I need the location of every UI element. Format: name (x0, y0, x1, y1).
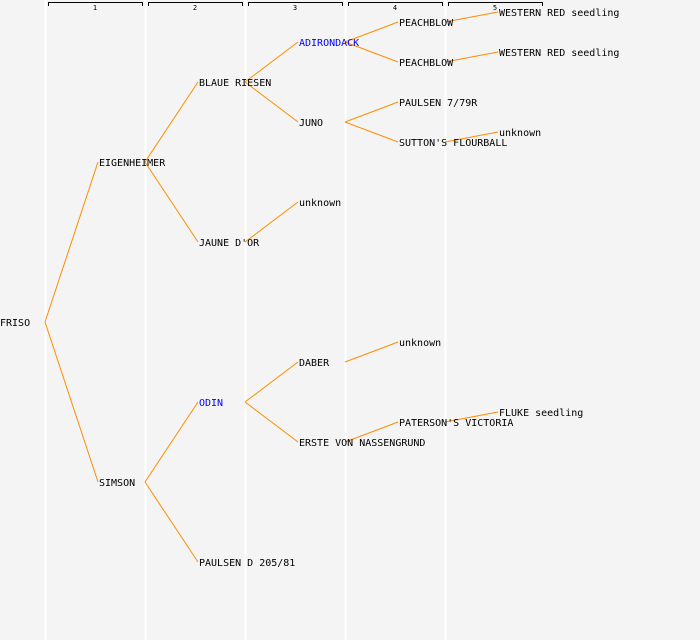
generation-bracket (48, 2, 143, 6)
parent-link (244, 41, 299, 83)
parent-link (444, 131, 499, 143)
parent-link (344, 421, 399, 443)
pedigree-node[interactable]: unknown (499, 128, 541, 139)
pedigree-node[interactable]: FRISO (0, 318, 30, 329)
pedigree-node[interactable]: ERSTE VON NASSENGRUND (299, 438, 425, 449)
pedigree-node[interactable]: PATERSON'S VICTORIA (399, 418, 513, 429)
pedigree-node[interactable]: JAUNE D'OR (199, 238, 260, 249)
links (44, 11, 499, 563)
parent-link (444, 11, 499, 23)
pedigree-node[interactable]: ODIN (199, 398, 223, 409)
generation-bracket (148, 2, 243, 6)
parent-link (144, 81, 199, 163)
pedigree-node[interactable]: DABER (299, 358, 330, 369)
pedigree-node[interactable]: BLAUE RIESEN (199, 78, 271, 89)
generation-headers: 1 2 3 4 5 (48, 2, 543, 12)
parent-link (44, 321, 99, 483)
parent-link (344, 41, 399, 63)
pedigree-node[interactable]: FLUKE seedling (499, 408, 583, 419)
pedigree-node[interactable]: WESTERN RED seedling (499, 48, 619, 59)
pedigree-node[interactable]: unknown (299, 198, 341, 209)
generation-label: 3 (293, 4, 297, 12)
pedigree-node[interactable]: JUNO (299, 118, 323, 129)
pedigree-node[interactable]: PAULSEN D 205/81 (199, 558, 295, 569)
nodes: FRISO EIGENHEIMER BLAUE RIESEN ADIRONDACK PE… (0, 8, 619, 569)
pedigree-node[interactable]: unknown (399, 338, 441, 349)
generation-label: 4 (393, 4, 397, 12)
pedigree-node[interactable]: PAULSEN 7/79R (399, 98, 478, 109)
pedigree-node[interactable]: SUTTON'S FLOURBALL (399, 138, 507, 149)
column-separators (44, 0, 447, 640)
generation-label: 5 (493, 4, 497, 12)
parent-link (344, 121, 399, 143)
parent-link (344, 21, 399, 43)
parent-link (244, 361, 299, 403)
parent-link (144, 161, 199, 243)
generation-label: 1 (93, 4, 97, 12)
parent-link (244, 201, 299, 243)
parent-link (244, 81, 299, 123)
generation-bracket (248, 2, 343, 6)
parent-link (144, 481, 199, 563)
pedigree-node[interactable]: SIMSON (99, 478, 135, 489)
generation-label: 2 (193, 4, 197, 12)
parent-link (144, 401, 199, 483)
pedigree-node[interactable]: PEACHBLOW (399, 58, 454, 69)
pedigree-node[interactable]: ADIRONDACK (299, 38, 359, 49)
parent-link (444, 51, 499, 63)
parent-link (44, 161, 99, 323)
pedigree-node[interactable]: WESTERN RED seedling (499, 8, 619, 19)
generation-bracket (448, 2, 543, 6)
pedigree-node[interactable]: PEACHBLOW (399, 18, 454, 29)
parent-link (344, 101, 399, 123)
parent-link (344, 341, 399, 363)
pedigree-node[interactable]: EIGENHEIMER (99, 158, 166, 169)
parent-link (444, 411, 499, 423)
generation-bracket (348, 2, 443, 6)
parent-link (244, 401, 299, 443)
